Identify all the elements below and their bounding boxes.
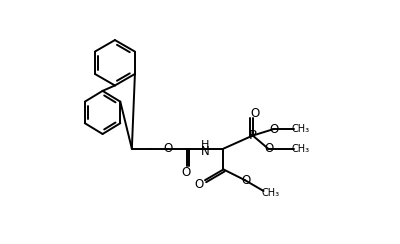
Text: O: O (194, 178, 204, 191)
Text: O: O (181, 166, 190, 179)
Text: O: O (241, 174, 250, 187)
Text: P: P (249, 129, 257, 142)
Text: H: H (201, 140, 209, 150)
Text: O: O (269, 123, 278, 136)
Text: N: N (201, 145, 209, 158)
Text: CH₃: CH₃ (292, 124, 310, 134)
Text: O: O (264, 142, 274, 155)
Text: O: O (164, 142, 173, 155)
Text: CH₃: CH₃ (292, 144, 310, 154)
Text: CH₃: CH₃ (261, 188, 280, 198)
Text: O: O (250, 107, 260, 121)
